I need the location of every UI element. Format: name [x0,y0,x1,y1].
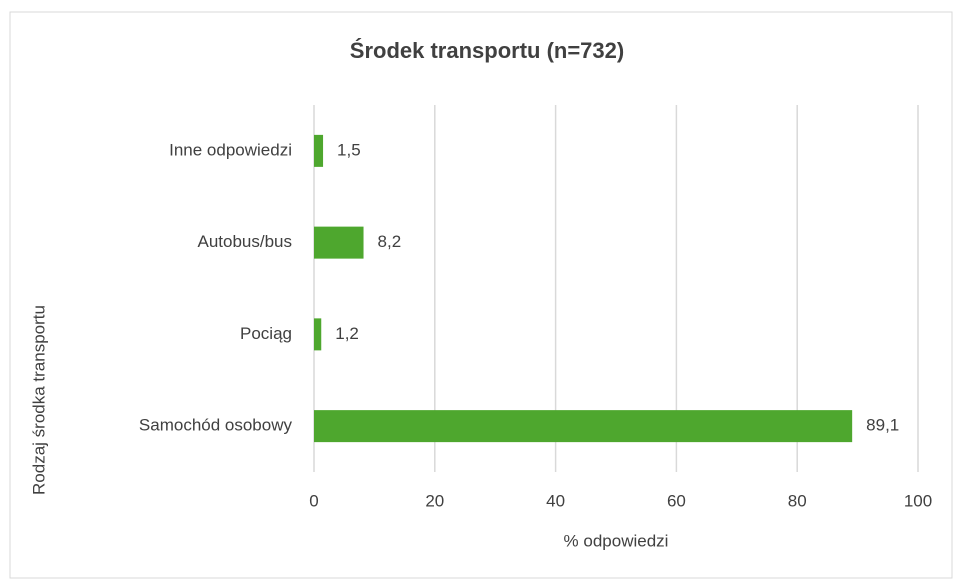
y-tick-label: Inne odpowiedzi [169,140,292,159]
y-tick-label: Samochód osobowy [139,416,293,435]
data-label: 1,2 [335,324,359,343]
data-label: 8,2 [378,232,402,251]
data-label: 89,1 [866,416,899,435]
chart-border [9,11,953,579]
bar [314,134,324,167]
data-label: 1,5 [337,140,361,159]
bar [314,226,364,259]
y-axis-label: Rodzaj środka transportu [29,305,48,495]
x-tick-label: 40 [546,491,565,510]
x-tick-label: 100 [904,491,932,510]
y-tick-label: Pociąg [240,324,292,343]
x-tick-label: 60 [667,491,686,510]
x-axis-label: % odpowiedzi [564,531,669,550]
chart-title: Środek transportu (n=732) [350,38,624,63]
bar [314,410,853,443]
x-tick-label: 0 [309,491,318,510]
y-tick-label: Autobus/bus [197,232,292,251]
x-tick-label: 20 [425,491,444,510]
bar [314,318,322,351]
x-tick-label: 80 [788,491,807,510]
